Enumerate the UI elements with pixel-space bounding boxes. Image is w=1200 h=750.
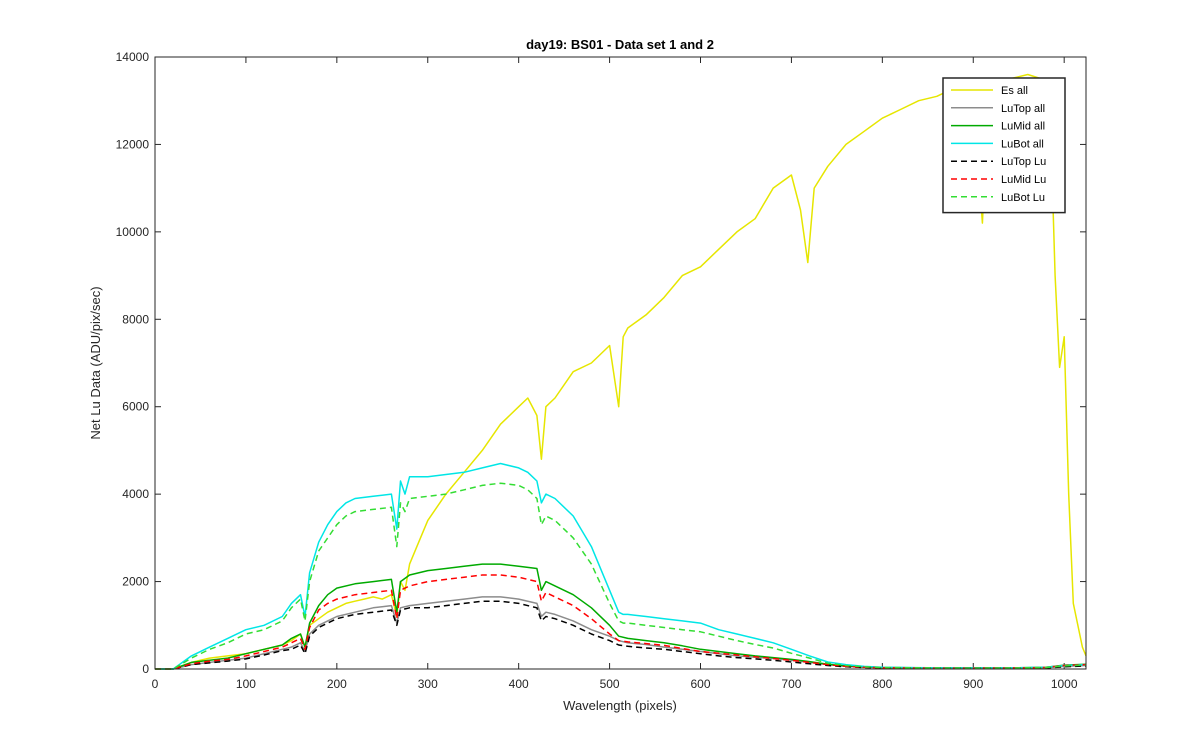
series-line-4 bbox=[155, 600, 1087, 670]
y-tick-label: 2000 bbox=[122, 575, 149, 589]
legend-entry: LuBot Lu bbox=[1001, 192, 1045, 204]
x-tick-label: 700 bbox=[781, 677, 801, 691]
series-line-6 bbox=[155, 482, 1087, 670]
y-axis-label: Net Lu Data (ADU/pix/sec) bbox=[88, 286, 103, 439]
legend: Es all LuTop all LuMid all LuBot all LuTop L… bbox=[942, 77, 1066, 214]
y-tick-label: 14000 bbox=[116, 50, 150, 64]
plot-frame bbox=[154, 56, 1087, 670]
legend-entry: LuTop all bbox=[1001, 103, 1045, 115]
x-tick-label: 1000 bbox=[1051, 677, 1078, 691]
x-tick-label: 100 bbox=[236, 677, 256, 691]
chart-title: day19: BS01 - Data set 1 and 2 bbox=[526, 37, 714, 52]
x-tick-label: 200 bbox=[327, 677, 347, 691]
y-tick-label: 8000 bbox=[122, 312, 149, 326]
y-tick-label: 10000 bbox=[116, 225, 150, 239]
legend-entry: LuBot all bbox=[1001, 138, 1044, 150]
legend-entry: LuMid Lu bbox=[1001, 174, 1046, 186]
y-tick-label: 0 bbox=[142, 662, 149, 676]
x-tick-label: 400 bbox=[509, 677, 529, 691]
legend-entry: Es all bbox=[1001, 85, 1028, 97]
series-line-5 bbox=[155, 574, 1087, 670]
x-tick-label: 300 bbox=[418, 677, 438, 691]
x-tick-label: 600 bbox=[690, 677, 710, 691]
legend-entry: LuMid all bbox=[1001, 121, 1045, 133]
x-tick-label: 500 bbox=[600, 677, 620, 691]
x-axis-label: Wavelength (pixels) bbox=[563, 698, 677, 713]
y-tick-label: 12000 bbox=[116, 137, 150, 151]
x-tick-label: 900 bbox=[963, 677, 983, 691]
x-tick-label: 800 bbox=[872, 677, 892, 691]
legend-box bbox=[942, 77, 1066, 214]
series-line-3 bbox=[155, 462, 1087, 670]
axis-ticks: 0 100 200 300 400 500 600 700 800 900 100002000400… bbox=[116, 50, 1086, 691]
y-tick-label: 6000 bbox=[122, 400, 149, 414]
x-tick-label: 0 bbox=[152, 677, 159, 691]
legend-entry: LuTop Lu bbox=[1001, 156, 1046, 168]
plot-area bbox=[155, 57, 1086, 669]
y-tick-label: 4000 bbox=[122, 487, 149, 501]
